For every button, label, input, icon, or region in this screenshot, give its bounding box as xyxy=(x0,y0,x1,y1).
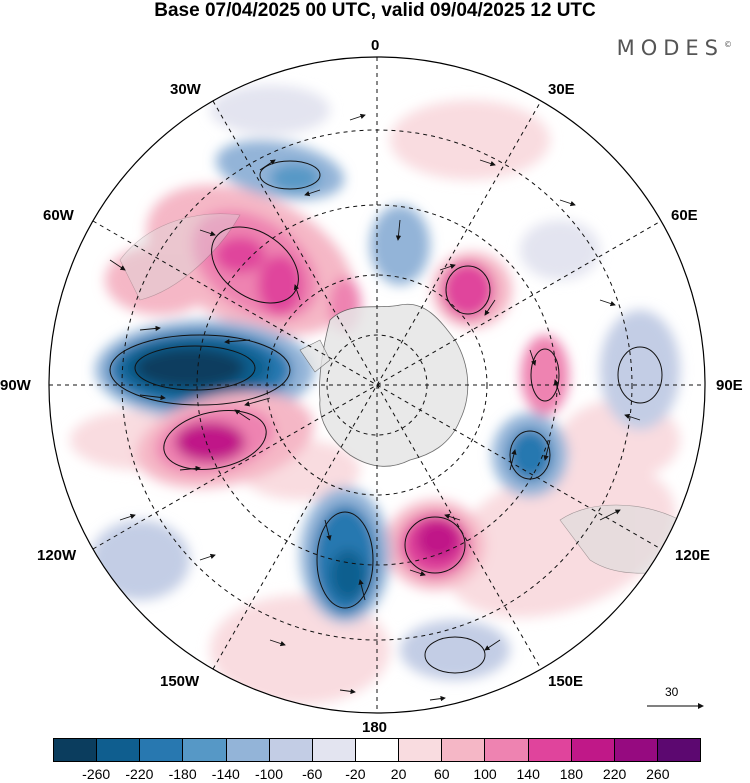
brand-name: MODES xyxy=(616,36,724,60)
colorbar-tick-label: 220 xyxy=(602,766,627,782)
colorbar-segment xyxy=(355,739,400,761)
colorbar-tick-label: 100 xyxy=(473,766,497,782)
lon-label-30w: 30W xyxy=(170,81,201,98)
wind-vectors xyxy=(109,113,641,702)
lon-label-30e: 30E xyxy=(548,81,575,98)
lon-label-180: 180 xyxy=(362,719,388,736)
colorbar-segment xyxy=(614,739,658,761)
lon-label-60w: 60W xyxy=(43,207,74,224)
colorbar-segment xyxy=(442,739,486,761)
lon-label-90w: 90W xyxy=(0,377,31,394)
lon-label-120w: 120W xyxy=(37,547,77,564)
colorbar-tick-label: 140 xyxy=(516,766,540,782)
colorbar-tick-label: -140 xyxy=(211,766,240,782)
colorbar-tick-label: 60 xyxy=(434,766,450,782)
lon-label-60e: 60E xyxy=(671,207,698,224)
colorbar-segment xyxy=(269,739,313,761)
colorbar-segment xyxy=(399,739,443,761)
colorbar-segment xyxy=(54,739,98,761)
contour-lines xyxy=(109,160,663,674)
lon-label-90e: 90E xyxy=(716,377,743,394)
colorbar-segment xyxy=(571,739,615,761)
colorbar-tick-label: -260 xyxy=(82,766,111,782)
anomaly-field xyxy=(70,85,680,705)
brand-logo: MODES© xyxy=(617,36,732,60)
colorbar-segment xyxy=(528,739,572,761)
colorbar-segment xyxy=(183,739,227,761)
colorbar-tick-label: -20 xyxy=(345,766,366,782)
brand-mark: © xyxy=(724,40,732,49)
colorbar-segment xyxy=(140,739,184,761)
colorbar-tick-label: -180 xyxy=(168,766,197,782)
colorbar-segment xyxy=(226,739,270,761)
colorbar-segment xyxy=(657,739,701,761)
colorbar-tick-label: -100 xyxy=(254,766,284,782)
map-border xyxy=(48,56,706,714)
lon-label-150e: 150E xyxy=(548,673,584,690)
vector-scale-label: 30 xyxy=(665,685,679,699)
map-title: Base 07/04/2025 00 UTC, valid 09/04/2025… xyxy=(154,0,596,21)
lon-label-0: 0 xyxy=(371,37,380,54)
colorbar-segment xyxy=(312,739,356,761)
map-disc xyxy=(49,57,705,713)
colorbar-tick-label: 180 xyxy=(559,766,584,782)
colorbar-segment xyxy=(97,739,141,761)
colorbar-tick-label: 20 xyxy=(390,766,407,782)
lon-label-150w: 150W xyxy=(160,673,200,690)
colorbar-tick-label: -220 xyxy=(125,766,154,782)
colorbar-segment xyxy=(485,739,529,761)
graticule xyxy=(49,57,705,713)
colorbar-tick-label: -60 xyxy=(302,766,323,782)
lon-label-120e: 120E xyxy=(675,547,711,564)
colorbar-ticks: -260 -220 -180 -140 -100 -60 -20 20 60 100 140 180 2… xyxy=(53,766,701,782)
colorbar-tick-label: 260 xyxy=(646,766,670,782)
colorbar xyxy=(53,738,701,762)
